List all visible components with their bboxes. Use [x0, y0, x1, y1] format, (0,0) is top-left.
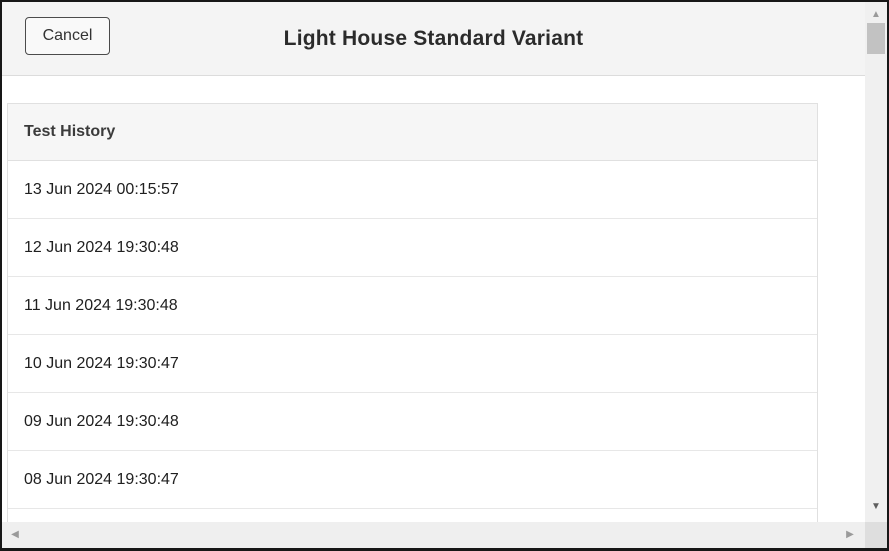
- test-history-row[interactable]: 13 Jun 2024 00:15:57: [8, 161, 817, 219]
- scrollbar-corner: [865, 522, 887, 548]
- vertical-scrollbar[interactable]: ▲ ▼: [865, 2, 887, 522]
- test-timestamp: 11 Jun 2024 19:30:48: [24, 296, 178, 314]
- scroll-right-icon[interactable]: ▶: [846, 529, 854, 540]
- content-area: Light House Standard Variant Cancel Test…: [2, 2, 865, 522]
- panel-title: Test History: [24, 123, 116, 140]
- dialog-header: Light House Standard Variant Cancel: [2, 2, 865, 76]
- panel-header: Test History: [8, 104, 817, 161]
- test-history-row[interactable]: 09 Jun 2024 19:30:48: [8, 393, 817, 451]
- test-timestamp: 09 Jun 2024 19:30:48: [24, 412, 179, 430]
- test-history-row[interactable]: 10 Jun 2024 19:30:47: [8, 335, 817, 393]
- scroll-left-icon[interactable]: ◀: [11, 529, 19, 540]
- test-timestamp: 13 Jun 2024 00:15:57: [24, 180, 179, 198]
- test-history-panel: Test History 13 Jun 2024 00:15:57 12 Jun…: [7, 103, 818, 522]
- test-history-row[interactable]: 11 Jun 2024 19:30:48: [8, 277, 817, 335]
- test-timestamp: 08 Jun 2024 19:30:47: [24, 470, 179, 488]
- test-timestamp: 12 Jun 2024 19:30:48: [24, 238, 179, 256]
- scroll-down-icon[interactable]: ▼: [871, 501, 881, 512]
- test-history-list: 13 Jun 2024 00:15:57 12 Jun 2024 19:30:4…: [8, 161, 817, 509]
- horizontal-scrollbar[interactable]: ◀ ▶: [2, 522, 865, 548]
- cancel-button[interactable]: Cancel: [25, 17, 110, 55]
- page-title: Light House Standard Variant: [283, 26, 584, 50]
- test-timestamp: 10 Jun 2024 19:30:47: [24, 354, 179, 372]
- test-history-row[interactable]: 12 Jun 2024 19:30:48: [8, 219, 817, 277]
- scroll-up-icon[interactable]: ▲: [871, 9, 881, 20]
- vertical-scrollbar-thumb[interactable]: [867, 23, 885, 54]
- test-history-row[interactable]: 08 Jun 2024 19:30:47: [8, 451, 817, 509]
